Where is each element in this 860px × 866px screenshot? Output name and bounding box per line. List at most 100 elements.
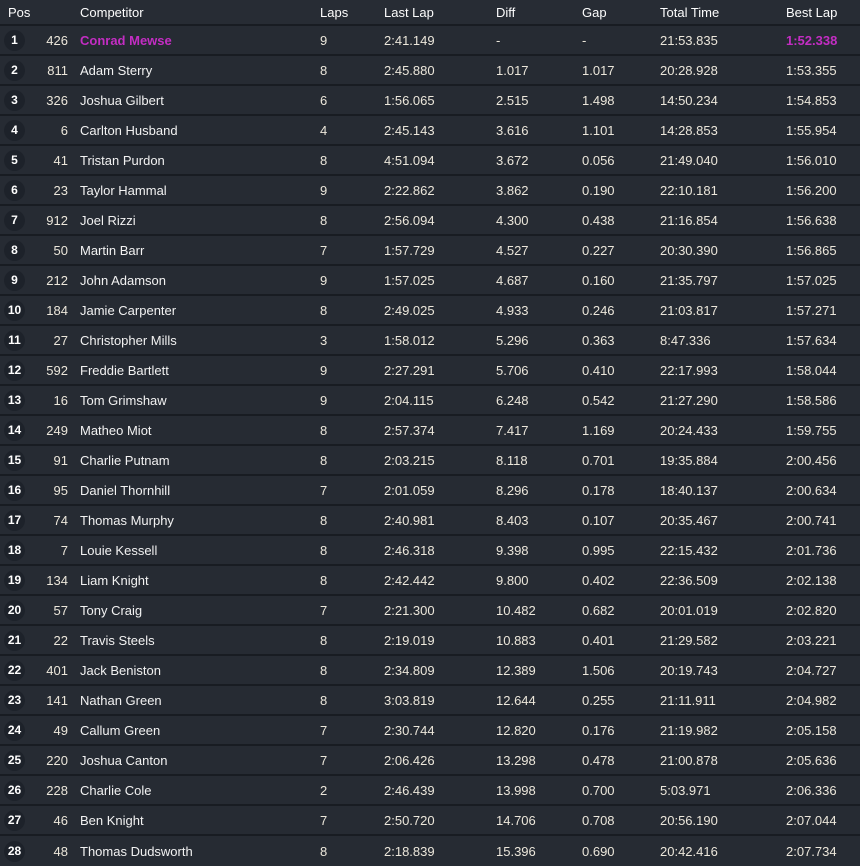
table-row[interactable]: 5 41 Tristan Purdon 8 4:51.094 3.672 0.056 21:4… <box>0 146 860 176</box>
table-row[interactable]: 2 811 Adam Sterry 8 2:45.880 1.017 1.017 20:28.… <box>0 56 860 86</box>
position-badge: 10 <box>4 299 25 321</box>
table-row[interactable]: 25 220 Joshua Canton 7 2:06.426 13.298 0.478 21… <box>0 746 860 776</box>
diff-value: 4.527 <box>496 242 529 258</box>
table-row[interactable]: 24 49 Callum Green 7 2:30.744 12.820 0.176 21:1… <box>0 716 860 746</box>
diff-value: 3.616 <box>496 122 529 138</box>
position-badge: 15 <box>4 449 25 471</box>
gap-value: 0.995 <box>582 542 615 558</box>
last-lap-value: 2:04.115 <box>384 392 434 408</box>
table-row[interactable]: 4 6 Carlton Husband 4 2:45.143 3.616 1.101 14:2… <box>0 116 860 146</box>
diff-value: 12.820 <box>496 722 536 738</box>
table-row[interactable]: 18 7 Louie Kessell 8 2:46.318 9.398 0.995 22:15… <box>0 536 860 566</box>
position-badge: 4 <box>4 119 25 141</box>
competitor-number: 228 <box>46 782 68 798</box>
position-cell: 3 <box>0 89 32 111</box>
position-badge: 19 <box>4 569 25 591</box>
laps-value: 3 <box>320 332 328 348</box>
table-row[interactable]: 7 912 Joel Rizzi 8 2:56.094 4.300 0.438 21:16.8… <box>0 206 860 236</box>
laps-value: 8 <box>320 843 328 859</box>
best-lap-value: 2:04.727 <box>786 662 837 678</box>
diff-value: 13.998 <box>496 782 536 798</box>
position-cell: 4 <box>0 119 32 141</box>
laps-value: 9 <box>320 272 328 288</box>
last-lap-value: 1:57.025 <box>384 272 435 288</box>
col-header-pos: Pos <box>8 4 31 20</box>
table-row[interactable]: 12 592 Freddie Bartlett 9 2:27.291 5.706 0.410… <box>0 356 860 386</box>
last-lap-value: 2:46.318 <box>384 542 435 558</box>
table-row[interactable]: 14 249 Matheo Miot 8 2:57.374 7.417 1.169 20:24… <box>0 416 860 446</box>
best-lap-value: 2:00.456 <box>786 452 837 468</box>
competitor-name: Charlie Cole <box>80 782 152 798</box>
position-badge: 16 <box>4 479 25 501</box>
position-cell: 7 <box>0 209 32 231</box>
best-lap-value: 2:05.158 <box>786 722 837 738</box>
total-time-value: 21:00.878 <box>660 752 718 768</box>
last-lap-value: 2:18.839 <box>384 843 435 859</box>
position-badge: 28 <box>4 840 25 862</box>
table-row[interactable]: 15 91 Charlie Putnam 8 2:03.215 8.118 0.701 19:… <box>0 446 860 476</box>
laps-value: 8 <box>320 62 328 78</box>
position-cell: 21 <box>0 629 32 651</box>
table-row[interactable]: 27 46 Ben Knight 7 2:50.720 14.706 0.708 20:56.… <box>0 806 860 836</box>
table-row[interactable]: 19 134 Liam Knight 8 2:42.442 9.800 0.402 22:36… <box>0 566 860 596</box>
table-row[interactable]: 16 95 Daniel Thornhill 7 2:01.059 8.296 0.178 1… <box>0 476 860 506</box>
diff-value: 2.515 <box>496 92 529 108</box>
table-row[interactable]: 8 50 Martin Barr 7 1:57.729 4.527 0.227 20:30.3… <box>0 236 860 266</box>
position-cell: 14 <box>0 419 32 441</box>
competitor-number: 41 <box>53 152 68 168</box>
position-cell: 2 <box>0 59 32 81</box>
table-row[interactable]: 21 22 Travis Steels 8 2:19.019 10.883 0.401 21:… <box>0 626 860 656</box>
gap-value: 0.401 <box>582 632 615 648</box>
competitor-name: John Adamson <box>80 272 167 288</box>
competitor-number: 134 <box>46 572 68 588</box>
table-row[interactable]: 28 48 Thomas Dudsworth 8 2:18.839 15.396 0.690… <box>0 836 860 866</box>
col-header-best-lap: Best Lap <box>786 4 838 20</box>
best-lap-value: 2:00.741 <box>786 512 837 528</box>
last-lap-value: 2:41.149 <box>384 32 435 48</box>
last-lap-value: 2:30.744 <box>384 722 435 738</box>
total-time-value: 20:24.433 <box>660 422 718 438</box>
competitor-name: Martin Barr <box>80 242 145 258</box>
total-time-value: 20:19.743 <box>660 662 718 678</box>
table-row[interactable]: 26 228 Charlie Cole 2 2:46.439 13.998 0.700 5:0… <box>0 776 860 806</box>
position-badge: 7 <box>4 209 25 231</box>
last-lap-value: 1:58.012 <box>384 332 435 348</box>
laps-value: 7 <box>320 602 328 618</box>
laps-value: 7 <box>320 482 328 498</box>
last-lap-value: 2:50.720 <box>384 812 435 828</box>
total-time-value: 22:15.432 <box>660 542 718 558</box>
competitor-number: 49 <box>53 722 68 738</box>
table-row[interactable]: 3 326 Joshua Gilbert 6 1:56.065 2.515 1.498 14:… <box>0 86 860 116</box>
table-row[interactable]: 1 426 Conrad Mewse 9 2:41.149 - - 21:53.835 1:52… <box>0 26 860 56</box>
diff-value: 9.398 <box>496 542 529 558</box>
col-header-diff: Diff <box>496 4 516 20</box>
position-badge: 23 <box>4 689 25 711</box>
table-row[interactable]: 23 141 Nathan Green 8 3:03.819 12.644 0.255 21:… <box>0 686 860 716</box>
position-cell: 12 <box>0 359 32 381</box>
gap-value: 0.542 <box>582 392 615 408</box>
laps-value: 8 <box>320 452 328 468</box>
total-time-value: 21:29.582 <box>660 632 718 648</box>
total-time-value: 21:27.290 <box>660 392 718 408</box>
table-row[interactable]: 22 401 Jack Beniston 8 2:34.809 12.389 1.506 20… <box>0 656 860 686</box>
laps-value: 8 <box>320 632 328 648</box>
table-row[interactable]: 11 27 Christopher Mills 3 1:58.012 5.296 0.363… <box>0 326 860 356</box>
last-lap-value: 2:45.880 <box>384 62 435 78</box>
gap-value: 0.478 <box>582 752 615 768</box>
competitor-number: 91 <box>53 452 68 468</box>
diff-value: 1.017 <box>496 62 529 78</box>
table-row[interactable]: 17 74 Thomas Murphy 8 2:40.981 8.403 0.107 20:3… <box>0 506 860 536</box>
table-row[interactable]: 9 212 John Adamson 9 1:57.025 4.687 0.160 21:35… <box>0 266 860 296</box>
competitor-name: Carlton Husband <box>80 122 178 138</box>
competitor-number: 46 <box>53 812 68 828</box>
position-cell: 6 <box>0 179 32 201</box>
table-row[interactable]: 10 184 Jamie Carpenter 8 2:49.025 4.933 0.246 2… <box>0 296 860 326</box>
table-row[interactable]: 6 23 Taylor Hammal 9 2:22.862 3.862 0.190 22:10… <box>0 176 860 206</box>
table-row[interactable]: 13 16 Tom Grimshaw 9 2:04.115 6.248 0.542 21:27… <box>0 386 860 416</box>
table-row[interactable]: 20 57 Tony Craig 7 2:21.300 10.482 0.682 20:01.… <box>0 596 860 626</box>
diff-value: - <box>496 32 501 48</box>
best-lap-value: 2:03.221 <box>786 632 837 648</box>
competitor-name: Jamie Carpenter <box>80 302 177 318</box>
gap-value: - <box>582 32 587 48</box>
position-cell: 24 <box>0 719 32 741</box>
